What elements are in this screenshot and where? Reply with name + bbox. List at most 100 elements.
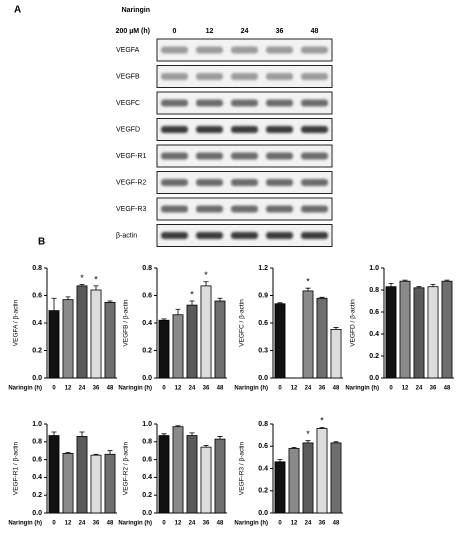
y-tick-label: 0.2 bbox=[142, 492, 152, 499]
blot-band bbox=[161, 152, 188, 160]
blot-band bbox=[301, 126, 328, 133]
blot-band bbox=[196, 232, 223, 239]
significance-mark: * bbox=[204, 270, 208, 280]
panel-label: A bbox=[14, 5, 21, 16]
x-tick-label: 0 bbox=[278, 386, 282, 392]
x-tick-label: 24 bbox=[79, 521, 86, 527]
y-axis-label: VEGF-R1 / β-actin bbox=[13, 442, 20, 496]
blot-band bbox=[196, 46, 223, 54]
error-bar bbox=[161, 318, 167, 321]
blot-band bbox=[231, 126, 258, 133]
bar bbox=[104, 301, 116, 379]
x-axis-label: Naringin (h) bbox=[234, 521, 268, 527]
bar bbox=[90, 454, 102, 514]
error-bar bbox=[93, 453, 99, 456]
x-tick-label: 36 bbox=[319, 521, 326, 527]
bar bbox=[186, 435, 198, 514]
blot-band bbox=[266, 126, 293, 133]
error-bar bbox=[217, 297, 223, 301]
error-bar bbox=[203, 444, 209, 448]
treatment-label: 200 µM (h) bbox=[116, 28, 150, 35]
blot-band bbox=[161, 126, 188, 133]
protein-label: VEGFC bbox=[116, 100, 140, 107]
blot-band bbox=[301, 73, 328, 80]
y-tick-label: 0.2 bbox=[258, 488, 268, 495]
y-tick-label: 0.8 bbox=[369, 287, 379, 294]
error-bar bbox=[189, 300, 195, 306]
blot-band bbox=[196, 99, 223, 107]
y-axis-label: VEGFA / β-actin bbox=[13, 299, 20, 346]
error-bar bbox=[319, 426, 325, 429]
y-tick-label: 0.8 bbox=[32, 265, 42, 272]
time-label: 0 bbox=[173, 28, 177, 35]
x-tick-label: 0 bbox=[52, 386, 56, 392]
x-tick-label: 24 bbox=[79, 386, 86, 392]
significance-mark: * bbox=[80, 273, 84, 283]
y-tick-label: 0.4 bbox=[142, 474, 152, 481]
protein-label: VEGF-R1 bbox=[116, 153, 146, 160]
y-tick-label: 1.0 bbox=[369, 265, 379, 272]
time-label: 24 bbox=[241, 28, 249, 35]
error-bar bbox=[79, 431, 85, 437]
blot-band bbox=[231, 73, 258, 80]
x-tick-label: 0 bbox=[389, 386, 393, 392]
y-axis-label: VEGFC / β-actin bbox=[239, 299, 246, 347]
y-tick-label: 0.9 bbox=[258, 292, 268, 299]
error-bar bbox=[416, 286, 422, 288]
y-tick-label: 0.8 bbox=[32, 439, 42, 446]
error-bar bbox=[107, 300, 113, 303]
x-tick-label: 36 bbox=[430, 386, 437, 392]
y-tick-label: 0.6 bbox=[32, 456, 42, 463]
y-tick-label: 0.8 bbox=[142, 439, 152, 446]
x-tick-label: 36 bbox=[203, 386, 210, 392]
blot-band bbox=[196, 73, 223, 80]
bar bbox=[76, 436, 88, 514]
x-tick-label: 0 bbox=[278, 521, 282, 527]
x-axis-label: Naringin (h) bbox=[234, 386, 268, 392]
y-tick-label: 0.0 bbox=[369, 375, 379, 382]
y-tick-label: 0.8 bbox=[142, 265, 152, 272]
time-label: 48 bbox=[311, 28, 319, 35]
y-tick-label: 0.2 bbox=[32, 347, 42, 354]
y-tick-label: 0.0 bbox=[258, 375, 268, 382]
blot-band bbox=[161, 73, 188, 80]
significance-mark: * bbox=[94, 274, 98, 284]
bar bbox=[76, 285, 88, 379]
y-tick-label: 0.8 bbox=[258, 421, 268, 428]
blot-band bbox=[231, 46, 258, 54]
bar bbox=[274, 303, 286, 379]
bar bbox=[413, 287, 425, 379]
x-tick-label: 48 bbox=[107, 521, 114, 527]
treatment-label: Naringin bbox=[122, 7, 150, 14]
x-tick-label: 24 bbox=[416, 386, 423, 392]
error-bar bbox=[291, 446, 297, 449]
x-tick-label: 48 bbox=[217, 386, 224, 392]
blot-band bbox=[161, 46, 188, 54]
error-bar bbox=[203, 281, 209, 286]
blot-band bbox=[161, 179, 188, 186]
bar bbox=[288, 448, 300, 514]
bar bbox=[302, 442, 314, 514]
blot-band bbox=[266, 179, 293, 186]
x-tick-label: 0 bbox=[52, 521, 56, 527]
bar bbox=[172, 426, 184, 514]
blot-band bbox=[266, 205, 293, 213]
blot-band bbox=[161, 99, 188, 107]
bar bbox=[427, 286, 439, 379]
protein-label: β-actin bbox=[116, 232, 137, 239]
error-bar bbox=[107, 450, 113, 455]
y-tick-label: 0.4 bbox=[258, 465, 268, 472]
y-tick-label: 0.6 bbox=[142, 292, 152, 299]
x-tick-label: 48 bbox=[217, 521, 224, 527]
x-axis-label: Naringin (h) bbox=[118, 521, 152, 527]
blot-band bbox=[161, 205, 188, 213]
blot-band bbox=[266, 152, 293, 160]
blot-band bbox=[301, 152, 328, 160]
bar bbox=[274, 461, 286, 514]
blot-band bbox=[231, 205, 258, 213]
error-bar bbox=[93, 285, 99, 290]
error-bar bbox=[175, 308, 181, 315]
x-axis-label: Naringin (h) bbox=[8, 521, 42, 527]
bar bbox=[104, 453, 116, 514]
error-bar bbox=[277, 459, 283, 462]
